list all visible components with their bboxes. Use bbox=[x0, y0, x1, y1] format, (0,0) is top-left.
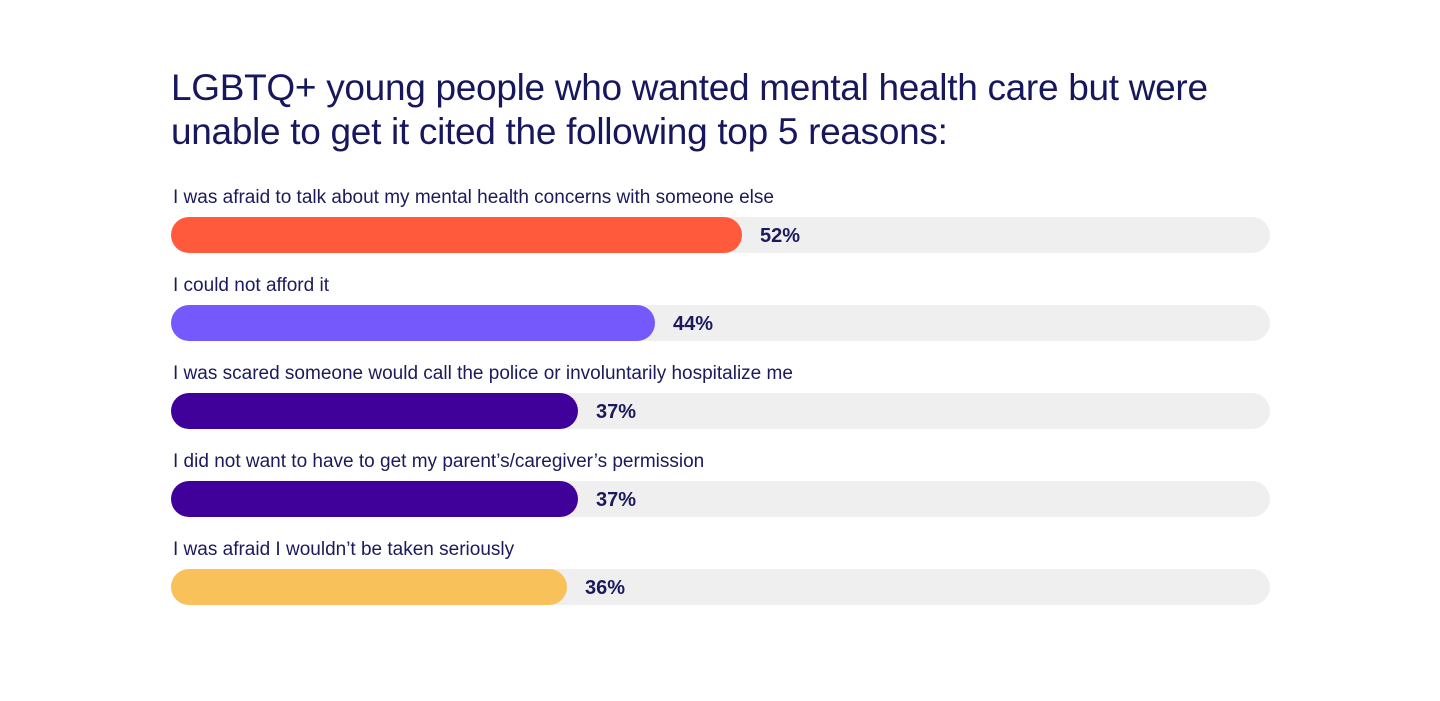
bar bbox=[171, 481, 578, 517]
bar-value-label: 52% bbox=[760, 225, 801, 247]
bar-category-label: I could not afford it bbox=[173, 275, 329, 296]
bar-category-label: I did not want to have to get my parent’… bbox=[173, 451, 705, 472]
bar bbox=[171, 569, 567, 605]
bar bbox=[171, 393, 578, 429]
bar-track bbox=[171, 393, 1270, 429]
bar-value-label: 36% bbox=[585, 577, 626, 599]
bar-track bbox=[171, 217, 1270, 253]
bar-row: I was scared someone would call the poli… bbox=[171, 363, 1270, 451]
bar-row: I could not afford it 44% bbox=[171, 275, 1270, 363]
chart-title: LGBTQ+ young people who wanted mental he… bbox=[171, 67, 1208, 152]
bar-track bbox=[171, 305, 1270, 341]
bar-row: I was afraid I wouldn’t be taken serious… bbox=[171, 539, 1270, 627]
bar-value-label: 37% bbox=[596, 401, 637, 423]
bar-category-label: I was afraid to talk about my mental hea… bbox=[173, 187, 774, 208]
bar-category-label: I was scared someone would call the poli… bbox=[173, 363, 793, 384]
bar bbox=[171, 217, 742, 253]
chart: LGBTQ+ young people who wanted mental he… bbox=[171, 66, 1270, 627]
bar-category-label: I was afraid I wouldn’t be taken serious… bbox=[173, 539, 515, 560]
bar-track bbox=[171, 569, 1270, 605]
bar-value-label: 44% bbox=[673, 313, 714, 335]
bar-list: I was afraid to talk about my mental hea… bbox=[171, 187, 1270, 627]
bar-track bbox=[171, 481, 1270, 517]
bar bbox=[171, 305, 655, 341]
bar-row: I was afraid to talk about my mental hea… bbox=[171, 187, 1270, 275]
bar-value-label: 37% bbox=[596, 489, 637, 511]
bar-row: I did not want to have to get my parent’… bbox=[171, 451, 1270, 539]
